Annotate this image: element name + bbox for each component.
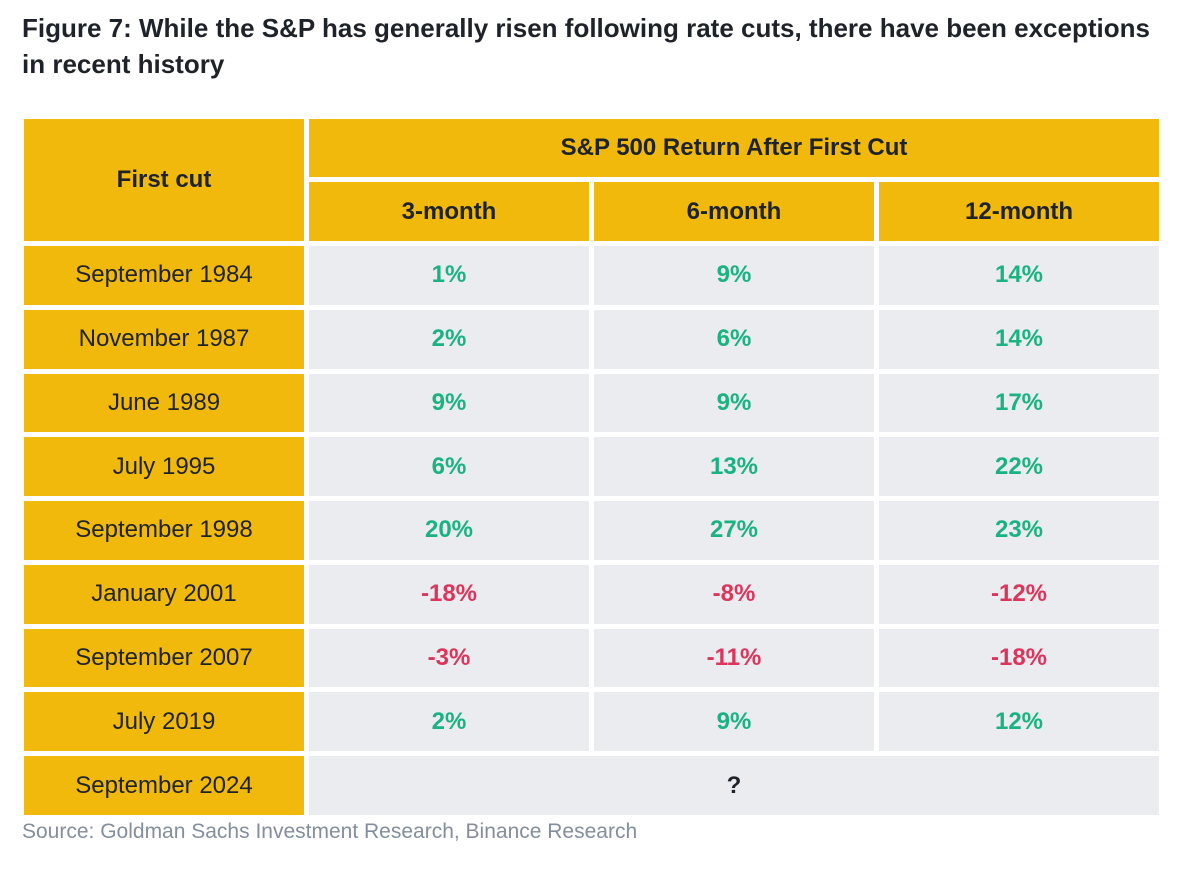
return-cell: 22% [879,437,1159,497]
return-cell: 9% [309,373,589,433]
return-cell: 9% [594,373,874,433]
returns-table: First cut S&P 500 Return After First Cut… [24,119,1159,815]
row-label: November 1987 [24,309,304,369]
row-label: September 1998 [24,501,304,560]
return-cell: -18% [879,628,1159,688]
return-cell: 14% [879,246,1159,305]
row-label: September 1984 [24,246,304,305]
return-cell: 9% [594,692,874,752]
return-cell: 23% [879,501,1159,560]
group-header: S&P 500 Return After First Cut [309,119,1159,177]
first-cut-header: First cut [24,119,304,241]
return-cell: -12% [879,564,1159,624]
return-cell: 27% [594,501,874,560]
return-cell: 2% [309,692,589,752]
column-header-12-month: 12-month [879,182,1159,241]
row-label: July 1995 [24,437,304,497]
column-header-3-month: 3-month [309,182,589,241]
return-cell: -3% [309,628,589,688]
row-label: September 2007 [24,628,304,688]
row-label: September 2024 [24,756,304,815]
source-note: Source: Goldman Sachs Investment Researc… [22,820,638,843]
return-cell: -11% [594,628,874,688]
unknown-return-cell: ? [309,756,1159,815]
row-label: January 2001 [24,564,304,624]
return-cell: -8% [594,564,874,624]
return-cell: 9% [594,246,874,305]
return-cell: 20% [309,501,589,560]
return-cell: 17% [879,373,1159,433]
figure-title: Figure 7: While the S&P has generally ri… [22,13,1150,79]
row-label: July 2019 [24,692,304,752]
return-cell: 6% [309,437,589,497]
return-cell: 1% [309,246,589,305]
return-cell: -18% [309,564,589,624]
column-header-6-month: 6-month [594,182,874,241]
return-cell: 12% [879,692,1159,752]
return-cell: 6% [594,309,874,369]
return-cell: 2% [309,309,589,369]
return-cell: 14% [879,309,1159,369]
row-label: June 1989 [24,373,304,433]
return-cell: 13% [594,437,874,497]
